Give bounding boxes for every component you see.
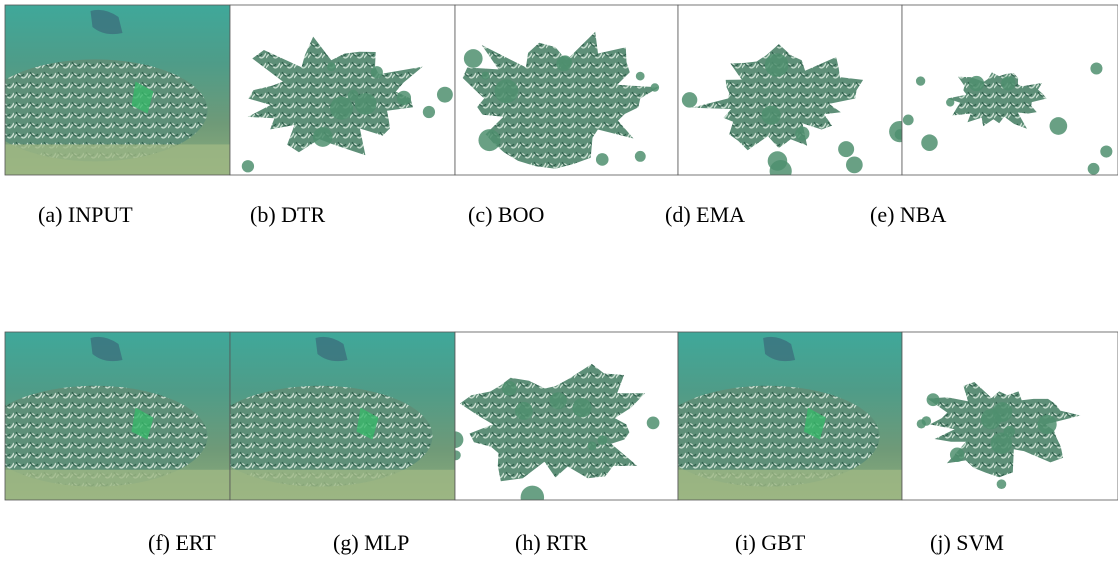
segment-fragment [921,134,938,151]
figure: (a) INPUT (b) DTR (c) BOO (d) EMA (e) NBA (f)… [0,0,1118,567]
segment-fragment [903,114,914,125]
image-content [656,332,902,500]
segment-fragment [598,435,608,445]
caption: (c) BOO [468,202,544,227]
segment-fragment [635,151,646,162]
segment-fragment [313,127,333,147]
image-panel [455,5,678,175]
segment-fragment [838,141,854,157]
image-panel [0,332,230,500]
page: {"panels": [ {"caption": "(a) INPUT"}, {… [0,0,1118,567]
segment-fragment [1050,117,1068,135]
seabed [5,144,230,175]
seabed [5,470,230,500]
caption: (d) EMA [665,202,745,227]
segment-fragment [371,66,383,78]
seabed [678,470,902,500]
segment-fragment [993,402,1013,422]
segment-fragment [651,83,659,91]
image-content [0,332,230,500]
segment-fragment [682,92,697,107]
image-panel [678,5,910,182]
segment-fragment [478,129,500,151]
segment-fragment [423,106,435,118]
image-panel [902,332,1118,500]
image-panel [208,332,456,500]
caption: (j) SVM [930,530,1004,555]
image-panel [230,5,455,175]
image-content [902,332,1118,500]
segment-fragment [969,76,984,91]
segment-fragment [647,417,660,430]
segment-fragment [846,156,863,173]
segment-fragment [922,416,932,426]
image-content [678,5,910,182]
segment-fragment [437,87,453,103]
segment-fragment [515,402,533,420]
segment-fragment [330,97,353,120]
image-content [902,5,1118,175]
segment-fragment [242,160,254,172]
segment-fragment [765,53,789,77]
image-content [455,5,678,175]
segment-fragment [397,91,411,105]
segment-fragment [1100,145,1112,157]
segment-fragment [1088,163,1100,175]
segment-fragment [494,79,518,103]
caption: (f) ERT [148,530,216,555]
image-content [230,5,455,175]
caption: (e) NBA [870,202,946,227]
segment-fragment [916,76,925,85]
segment-fragment [636,72,645,81]
segment-fragment [1038,415,1057,434]
caption: (b) DTR [250,202,325,227]
segment-fragment [327,62,336,71]
image-content [208,332,456,500]
segment-fragment [946,98,954,106]
segment-fragment [550,392,567,409]
segment-fragment [596,153,609,166]
image-content [0,5,230,175]
segment-fragment [1004,426,1015,437]
segment-fragment [355,93,377,115]
image-panel [447,332,678,509]
segment-fragment [572,398,591,417]
segment-fragment [768,151,788,171]
segment-fragment [556,56,571,71]
segment-fragment [1001,76,1015,90]
caption: (a) INPUT [38,202,133,227]
image-panel [656,332,902,500]
segment-fragment [521,486,544,509]
segment-fragment [1090,62,1102,74]
segment-fragment [481,72,489,80]
segment-fragment [795,126,809,140]
segment-fragment [997,479,1007,489]
segment-fragment [950,448,964,462]
image-panel [0,5,230,175]
segment-fragment [502,381,517,396]
caption: (h) RTR [515,530,588,555]
caption: (i) GBT [735,530,806,555]
segment-fragment [761,106,780,125]
caption: (g) MLP [333,530,409,555]
segment-fragment [927,393,940,406]
segment-fragment [587,441,596,450]
seabed [230,470,455,500]
segment-fragment [464,49,483,68]
image-panel [902,5,1118,175]
image-content [447,332,678,509]
